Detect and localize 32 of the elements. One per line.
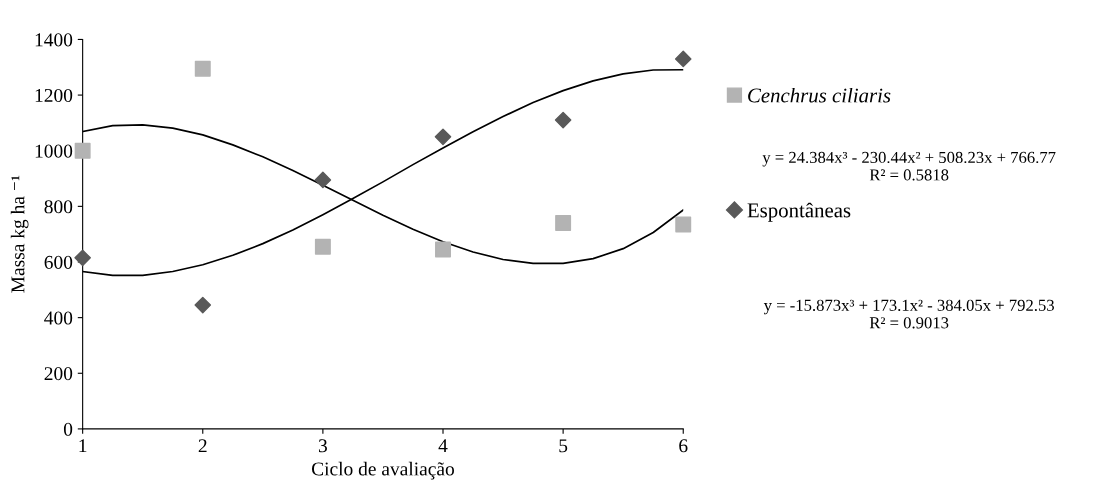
point (555, 215, 572, 232)
x-tick-label: 4 (438, 439, 448, 453)
legend-label: Espontâneas (747, 202, 851, 222)
point (554, 111, 572, 129)
point (435, 241, 451, 258)
point (314, 171, 332, 189)
y-tick-label: 200 (44, 367, 73, 381)
y-tick-label: 0 (63, 422, 73, 436)
y-tick-label: 600 (44, 255, 73, 269)
x-axis-title: Ciclo de avaliação (311, 461, 454, 480)
point (74, 249, 91, 267)
text: y = 24.384x³ - 230.44x² + 508.23x + 766.77 R² = 0.5818 (762, 151, 1056, 181)
x-tick-label: 5 (559, 439, 568, 453)
point (674, 50, 692, 68)
text: y = -15.873x³ + 173.1x² - 384.05x + 792.53 R² = 0.9013 (763, 299, 1054, 329)
y-tick-label: 1400 (35, 33, 73, 47)
y-tick-label: 400 (44, 311, 73, 325)
x-tick-label: 1 (79, 439, 87, 453)
y-axis-title: Massa kg ha ⁻¹ (10, 175, 29, 293)
point (434, 128, 452, 146)
point (74, 142, 91, 159)
x-tick-label: 2 (198, 439, 207, 453)
legend-label: Cenchrus ciliaris (748, 87, 891, 103)
point (194, 60, 211, 77)
x-tick-label: 6 (679, 439, 688, 453)
y-tick-label: 800 (44, 200, 73, 214)
point (675, 216, 692, 233)
point (314, 238, 331, 255)
y-tick-label: 1000 (35, 144, 73, 158)
y-tick-label: 1200 (35, 88, 73, 103)
point (194, 296, 212, 314)
x-tick-label: 3 (318, 439, 327, 453)
